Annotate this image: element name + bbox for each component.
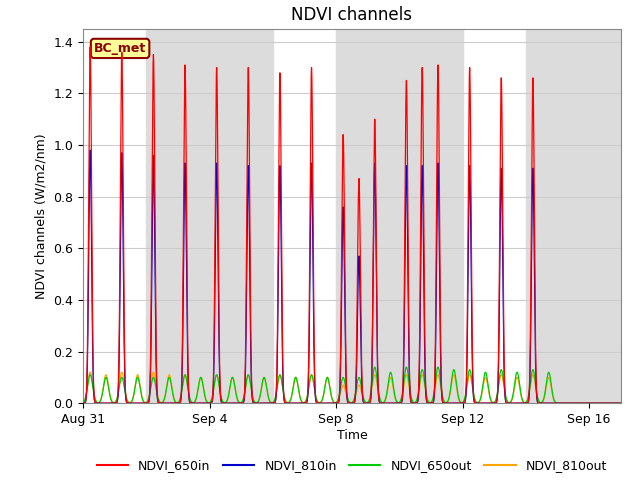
NDVI_650out bbox=[102, 375, 109, 381]
NDVI_810out bbox=[82, 394, 90, 400]
Line: NDVI_650out: NDVI_650out bbox=[83, 367, 621, 403]
Title: NDVI channels: NDVI channels bbox=[291, 6, 413, 24]
Y-axis label: NDVI channels (W/m2/nm): NDVI channels (W/m2/nm) bbox=[35, 133, 48, 299]
NDVI_650in bbox=[111, 400, 119, 406]
NDVI_650in bbox=[79, 400, 87, 406]
NDVI_650out bbox=[371, 364, 379, 370]
NDVI_650in bbox=[185, 387, 193, 393]
NDVI_650in bbox=[584, 400, 592, 406]
NDVI_650out bbox=[79, 400, 87, 406]
NDVI_650in bbox=[102, 400, 109, 406]
NDVI_810out bbox=[111, 399, 119, 405]
NDVI_650in bbox=[617, 400, 625, 406]
NDVI_810out bbox=[185, 390, 193, 396]
NDVI_810out bbox=[150, 369, 157, 375]
NDVI_810in bbox=[617, 400, 625, 406]
NDVI_810in bbox=[185, 391, 193, 396]
NDVI_650in bbox=[342, 367, 350, 373]
NDVI_810out bbox=[79, 400, 87, 406]
NDVI_650out bbox=[342, 387, 350, 393]
Line: NDVI_650in: NDVI_650in bbox=[83, 47, 621, 403]
NDVI_650out bbox=[589, 400, 596, 406]
NDVI_650out bbox=[185, 390, 193, 396]
NDVI_810in bbox=[342, 376, 350, 382]
NDVI_810in bbox=[79, 400, 87, 406]
Line: NDVI_810in: NDVI_810in bbox=[83, 150, 621, 403]
NDVI_650in bbox=[86, 44, 94, 50]
NDVI_810in bbox=[102, 400, 109, 406]
NDVI_650in bbox=[589, 400, 596, 406]
Bar bbox=[147, 29, 273, 403]
NDVI_810in bbox=[82, 399, 90, 405]
NDVI_650in bbox=[82, 398, 90, 404]
Bar bbox=[336, 29, 463, 403]
NDVI_810in bbox=[584, 400, 592, 406]
NDVI_810in bbox=[111, 400, 119, 406]
Text: BC_met: BC_met bbox=[94, 42, 146, 55]
NDVI_810in bbox=[86, 147, 94, 153]
NDVI_650out bbox=[111, 399, 119, 405]
NDVI_650out bbox=[82, 395, 90, 400]
NDVI_810out bbox=[589, 400, 596, 406]
NDVI_650out bbox=[617, 400, 625, 406]
NDVI_810in bbox=[589, 400, 596, 406]
NDVI_810out bbox=[102, 372, 109, 378]
Bar bbox=[526, 29, 621, 403]
Line: NDVI_810out: NDVI_810out bbox=[83, 372, 621, 403]
X-axis label: Time: Time bbox=[337, 429, 367, 442]
NDVI_810out bbox=[342, 391, 350, 397]
NDVI_810out bbox=[617, 400, 625, 406]
Legend: NDVI_650in, NDVI_810in, NDVI_650out, NDVI_810out: NDVI_650in, NDVI_810in, NDVI_650out, NDV… bbox=[92, 455, 612, 478]
